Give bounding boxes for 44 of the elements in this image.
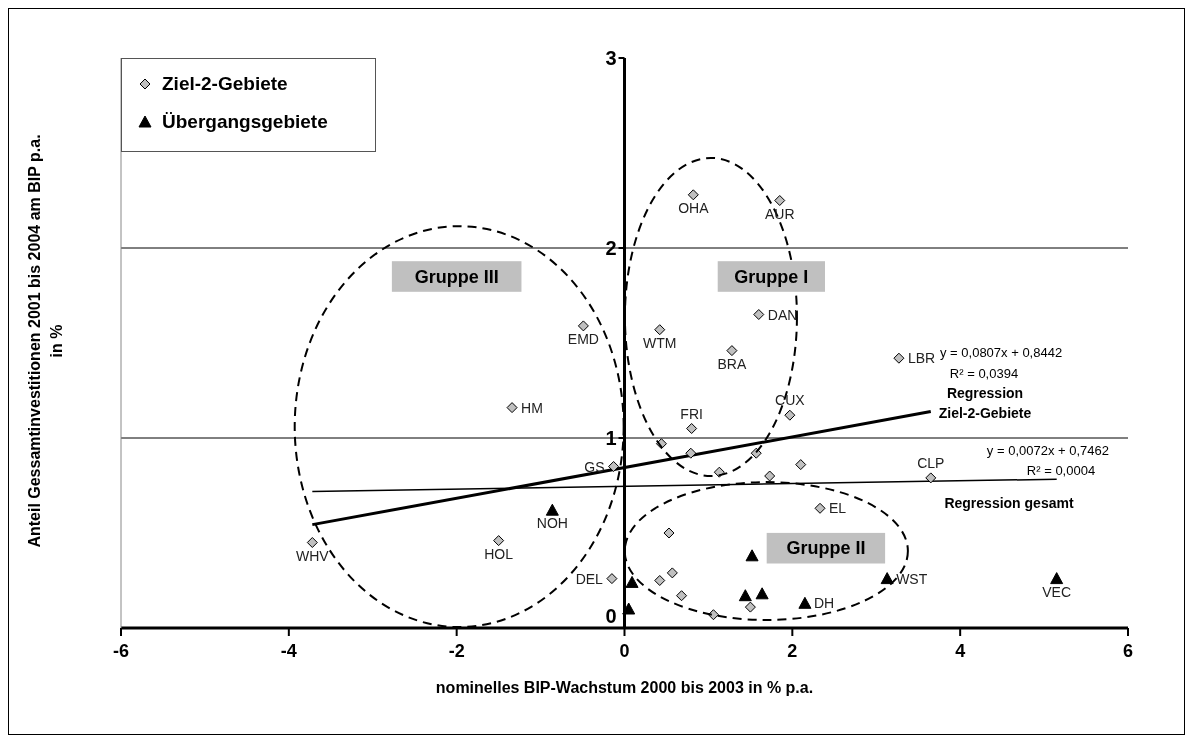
annotation: BRA	[717, 355, 747, 372]
annotation: y = 0,0072x + 0,7462	[986, 442, 1109, 458]
annotation: NOH	[536, 515, 568, 532]
annotation: Gruppe I	[734, 266, 809, 287]
x-axis-title: nominelles BIP-Wachstum 2000 bis 2003 in % p.a.	[435, 679, 814, 697]
annotation: FRI	[680, 405, 703, 422]
annotation: GS	[584, 458, 605, 475]
y-tick-label: 0	[605, 605, 617, 627]
annotation: DH	[813, 595, 835, 612]
annotation: Regression gesamt	[944, 495, 1074, 511]
y-axis-title: Anteil Gessamtinvestitionen 2001 bis 2004 am BIP p.a. in %	[25, 133, 66, 550]
legend-label: Übergangsgebiete	[162, 111, 328, 133]
annotation: R² = 0,0004	[1026, 462, 1096, 478]
annotation: DEL	[575, 570, 604, 587]
annotation: VEC	[1042, 583, 1072, 600]
annotation: CUX	[775, 392, 806, 409]
annotation: Gruppe III	[414, 266, 499, 287]
annotation: WTM	[643, 334, 677, 351]
y-tick-label: 1	[605, 427, 617, 449]
y-tick-label: 2	[605, 237, 617, 259]
x-tick-label: 6	[1122, 640, 1134, 661]
annotation: HOL	[484, 545, 514, 562]
annotation: HM	[521, 399, 543, 416]
annotation: OHA	[678, 199, 710, 216]
y-tick-label: 3	[605, 47, 617, 69]
annotation: EMD	[567, 330, 599, 347]
annotation: y = 0,0807x + 0,8442	[940, 344, 1063, 360]
annotation: LBR	[907, 350, 936, 367]
annotation: WHV	[295, 547, 330, 564]
annotation: WST	[896, 570, 928, 587]
x-tick-label: -6	[112, 640, 130, 661]
legend-label: Ziel-2-Gebiete	[162, 73, 288, 95]
x-tick-label: 4	[955, 640, 966, 661]
annotation: EL	[829, 500, 847, 517]
annotation: Regression	[946, 385, 1024, 401]
annotation: R² = 0,0394	[949, 365, 1019, 381]
x-tick-label: -2	[448, 640, 465, 661]
annotation: Gruppe II	[786, 538, 866, 559]
x-tick-label: -4	[280, 640, 297, 661]
annotation: AUR	[764, 205, 795, 222]
annotation: CLP	[917, 454, 945, 471]
x-tick-label: 2	[787, 640, 798, 661]
annotation: Ziel-2-Gebiete	[938, 405, 1032, 421]
x-tick-label: 0	[619, 640, 630, 661]
